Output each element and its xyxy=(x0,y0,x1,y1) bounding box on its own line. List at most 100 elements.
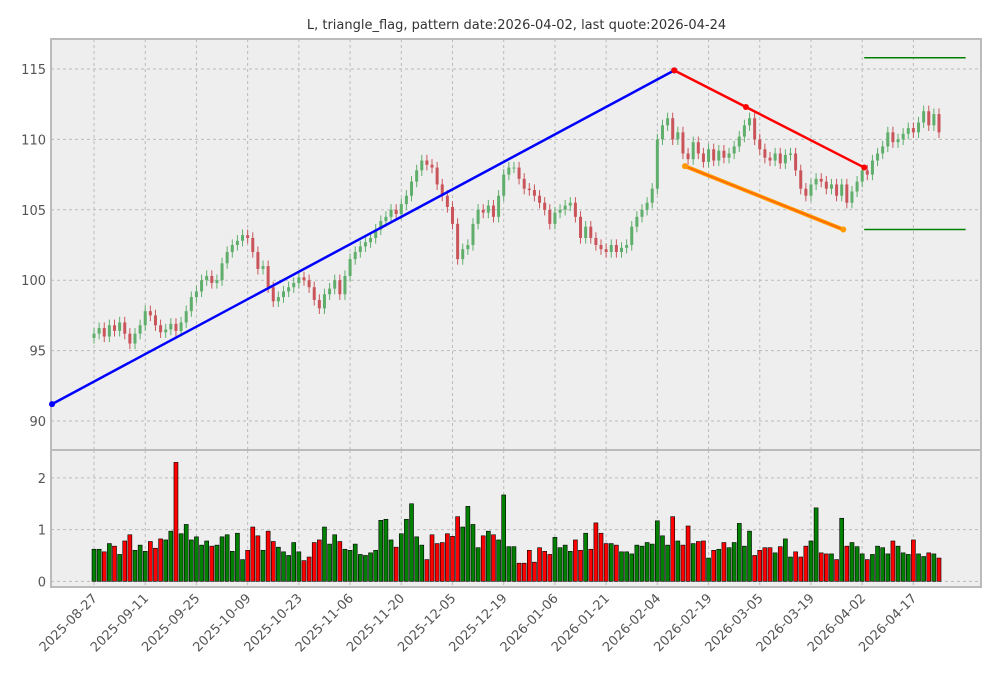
volume-bar xyxy=(107,543,112,582)
volume-bar xyxy=(798,556,804,582)
candle-body xyxy=(266,266,270,288)
candle-body xyxy=(558,209,562,213)
candle-body xyxy=(246,235,250,238)
candle-body xyxy=(507,167,511,175)
candle-body xyxy=(717,150,721,161)
candle-body xyxy=(338,280,342,295)
volume-bar xyxy=(245,549,250,582)
candle-body xyxy=(891,132,895,143)
volume-bar xyxy=(229,551,235,582)
price-tick-label: 95 xyxy=(29,345,46,360)
candle-body xyxy=(399,204,403,215)
candle-body xyxy=(563,205,567,210)
candle-body xyxy=(261,266,265,269)
volume-bar xyxy=(516,562,522,582)
candle-body xyxy=(343,275,347,295)
candle-body xyxy=(804,188,808,196)
volume-bar xyxy=(224,534,230,582)
candle-body xyxy=(456,223,460,260)
volume-bar xyxy=(178,533,184,582)
candle-body xyxy=(220,263,224,281)
candle-body xyxy=(102,328,106,337)
candle-body xyxy=(579,216,583,238)
candle-body xyxy=(886,132,890,147)
candle-body xyxy=(712,149,716,161)
volume-bar xyxy=(332,534,338,582)
candle-body xyxy=(783,154,787,164)
volume-bar xyxy=(706,557,711,582)
volume-bar xyxy=(322,526,327,582)
candle-body xyxy=(307,280,311,288)
volume-bar xyxy=(619,551,624,582)
candle-body xyxy=(548,209,552,224)
candle-body xyxy=(297,277,301,284)
volume-bar xyxy=(250,526,256,582)
candle-body xyxy=(107,325,111,337)
volume-bar xyxy=(460,526,466,582)
candle-body xyxy=(159,325,163,333)
volume-bar xyxy=(199,544,204,582)
candle-body xyxy=(466,244,470,250)
volume-bar xyxy=(281,551,286,582)
volume-bar xyxy=(439,542,445,582)
volume-bar xyxy=(829,553,834,582)
candle-body xyxy=(353,252,357,260)
volume-bar xyxy=(327,543,332,582)
pivot-marker xyxy=(861,164,868,171)
volume-bar xyxy=(527,549,532,582)
candle-body xyxy=(876,153,880,161)
candle-body xyxy=(860,170,864,182)
candle-body xyxy=(845,184,849,203)
volume-bar xyxy=(696,541,701,582)
price-tick-label: 115 xyxy=(21,63,46,78)
candle-body xyxy=(205,275,209,281)
candle-body xyxy=(865,170,869,175)
volume-bar xyxy=(583,532,588,582)
candle-body xyxy=(404,195,408,205)
volume-bar xyxy=(465,506,471,582)
volume-tick-label: 0 xyxy=(38,575,46,590)
volume-bar xyxy=(711,549,716,582)
candle-body xyxy=(363,242,367,247)
candle-body xyxy=(753,118,757,140)
candle-body xyxy=(840,184,844,196)
candle-body xyxy=(133,333,137,344)
candle-body xyxy=(123,322,127,334)
volume-bar xyxy=(547,554,553,582)
candle-body xyxy=(870,160,874,175)
volume-bar xyxy=(844,545,850,582)
candle-body xyxy=(384,216,388,222)
volume-bar xyxy=(317,539,322,582)
candle-body xyxy=(824,181,828,189)
volume-bar xyxy=(542,551,547,582)
candle-body xyxy=(932,114,936,126)
volume-bar xyxy=(358,554,363,582)
candle-body xyxy=(625,244,629,248)
volume-bar xyxy=(373,549,378,582)
volume-bar xyxy=(783,538,788,582)
candle-body xyxy=(773,153,777,161)
volume-bar xyxy=(931,553,937,582)
candle-body xyxy=(481,209,485,213)
volume-bar xyxy=(854,546,860,582)
candle-body xyxy=(184,311,188,323)
candle-body xyxy=(374,229,378,238)
volume-bar xyxy=(552,537,558,582)
volume-bar xyxy=(378,520,384,582)
candle-body xyxy=(522,178,526,189)
volume-bar xyxy=(501,494,507,582)
volume-bar xyxy=(649,543,655,582)
volume-bar xyxy=(419,544,425,582)
volume-bar xyxy=(557,547,563,582)
candle-body xyxy=(153,315,157,326)
volume-bar xyxy=(660,535,665,582)
candle-body xyxy=(251,237,255,253)
candle-body xyxy=(619,247,623,253)
volume-bar xyxy=(567,551,573,582)
volume-bar xyxy=(603,543,609,582)
chart-title: L, triangle_flag, pattern date:2026-04-0… xyxy=(306,18,727,33)
candle-body xyxy=(573,202,577,217)
volume-bar xyxy=(265,530,271,582)
volume-bar xyxy=(593,522,599,582)
volume-bar xyxy=(772,552,778,582)
